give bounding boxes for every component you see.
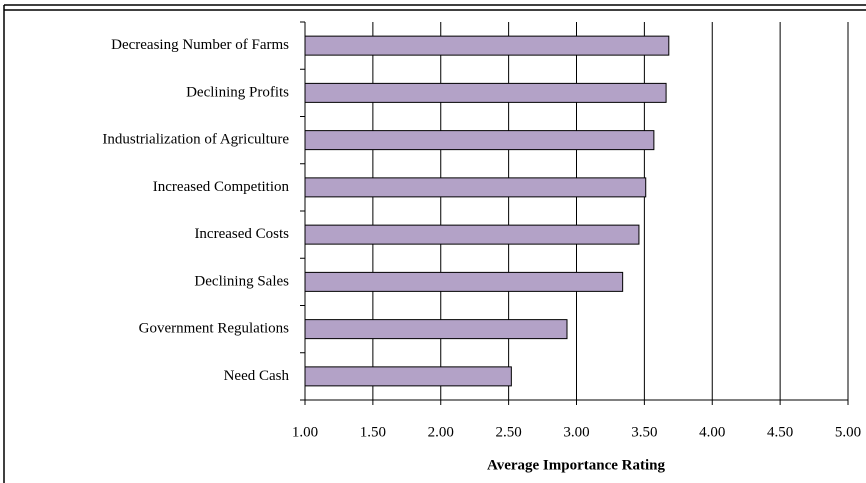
x-tick-label: 4.50 (767, 424, 793, 440)
y-tick-label: Decreasing Number of Farms (111, 37, 289, 53)
bar (304, 319, 568, 340)
bar (304, 130, 655, 151)
bar (304, 271, 624, 292)
x-tick-label: 5.00 (835, 424, 861, 440)
y-tick-label: Government Regulations (139, 321, 290, 337)
bar (304, 224, 640, 245)
x-tick-label: 3.50 (631, 424, 657, 440)
x-tick-label: 2.00 (428, 424, 454, 440)
y-tick-label: Declining Profits (186, 84, 289, 100)
x-tick-label: 1.50 (360, 424, 386, 440)
y-tick-label: Industrialization of Agriculture (102, 132, 289, 148)
x-tick-label: 2.50 (496, 424, 522, 440)
y-tick-label: Increased Competition (153, 179, 290, 195)
y-tick-label: Need Cash (224, 368, 290, 384)
bar (304, 82, 667, 103)
y-tick-label: Increased Costs (194, 226, 289, 242)
x-axis-title: Average Importance Rating (487, 457, 666, 473)
bar (304, 366, 512, 387)
x-tick-label: 3.00 (563, 424, 589, 440)
bar (304, 177, 647, 198)
x-tick-label: 1.00 (292, 424, 318, 440)
bar (304, 35, 670, 56)
y-tick-label: Declining Sales (194, 273, 289, 289)
x-tick-label: 4.00 (699, 424, 725, 440)
